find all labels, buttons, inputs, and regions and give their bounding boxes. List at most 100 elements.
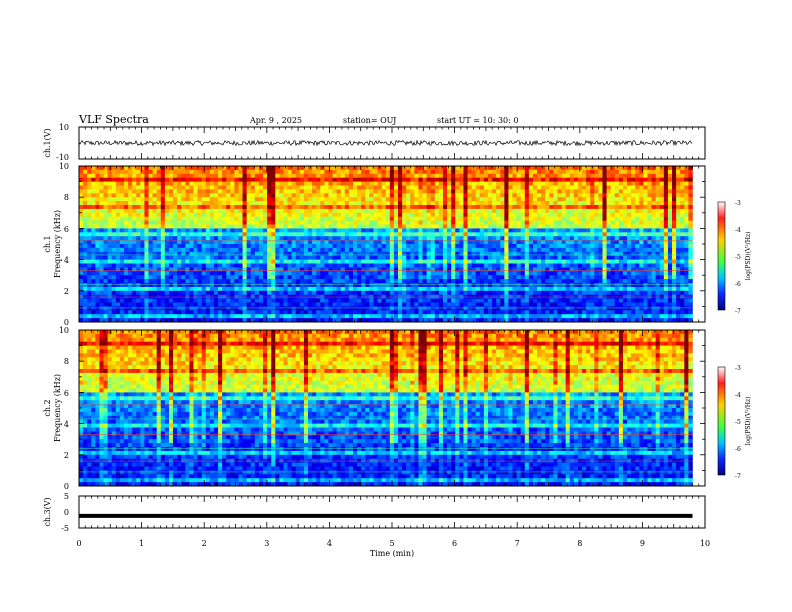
spectrogram-cell bbox=[258, 201, 264, 206]
spectrogram-cell bbox=[336, 283, 342, 288]
spectrogram-cell bbox=[79, 212, 84, 217]
spectrogram-cell bbox=[324, 232, 329, 237]
spectrogram-cell bbox=[275, 236, 280, 241]
spectrogram-cell bbox=[332, 302, 337, 307]
spectrogram-cell bbox=[545, 224, 550, 229]
spectrogram-cell bbox=[103, 302, 108, 307]
spectrogram-cell bbox=[173, 189, 178, 194]
spectrogram-cell bbox=[201, 251, 207, 256]
spectrogram-cell bbox=[336, 244, 342, 249]
spectrogram-cell bbox=[549, 318, 554, 323]
spectrogram-cell bbox=[177, 240, 182, 245]
spectrogram-cell bbox=[357, 232, 362, 237]
spectrogram-cell bbox=[512, 263, 517, 268]
spectrogram-cell bbox=[103, 201, 108, 206]
spectrogram-cell bbox=[123, 224, 129, 229]
spectrogram-cell bbox=[508, 279, 513, 284]
spectrogram-cell bbox=[504, 267, 509, 272]
spectrogram-cell bbox=[258, 216, 264, 221]
spectrogram-cell bbox=[414, 279, 419, 284]
spectrogram-cell bbox=[234, 259, 239, 264]
spectrogram-cell bbox=[226, 283, 231, 288]
spectrogram-cell bbox=[487, 173, 493, 178]
spectrogram-cell bbox=[418, 279, 423, 284]
spectrogram-cell bbox=[422, 259, 427, 264]
spectrogram-cell bbox=[385, 251, 391, 256]
spectrogram-cell bbox=[487, 259, 493, 264]
spectrogram-cell bbox=[144, 177, 149, 182]
spectrogram-cell bbox=[447, 267, 452, 272]
spectrogram-cell bbox=[164, 259, 170, 264]
spectrogram-cell bbox=[144, 205, 149, 210]
spectrogram-cell bbox=[532, 310, 538, 315]
spectrogram-cell bbox=[275, 263, 280, 268]
spectrogram-cell bbox=[496, 286, 501, 292]
spectrogram-cell bbox=[201, 306, 207, 311]
spectrogram-cell bbox=[398, 306, 403, 311]
spectrogram-cell bbox=[197, 201, 202, 206]
spectrogram-cell bbox=[471, 267, 477, 272]
spectrogram-cell bbox=[79, 181, 84, 186]
spectrogram-cell bbox=[164, 181, 170, 186]
spectrogram-cell bbox=[250, 166, 256, 171]
spectrogram-cell bbox=[545, 228, 550, 233]
spectrogram-cell bbox=[209, 302, 215, 307]
spectrogram-cell bbox=[160, 318, 166, 323]
spectrogram-cell bbox=[283, 216, 288, 221]
spectrogram-cell bbox=[246, 279, 252, 284]
spectrogram-cell bbox=[528, 208, 534, 214]
spectrogram-cell bbox=[218, 298, 223, 303]
spectrogram-cell bbox=[205, 302, 211, 307]
spectrogram-cell bbox=[475, 232, 481, 237]
spectrogram-cell bbox=[312, 314, 317, 319]
spectrogram-cell bbox=[447, 197, 452, 202]
spectrogram-cell bbox=[361, 185, 366, 190]
spectrogram-cell bbox=[410, 224, 415, 229]
spectrogram-cell bbox=[279, 212, 284, 217]
spectrogram-cell bbox=[148, 298, 153, 303]
spectrogram-cell bbox=[418, 169, 423, 175]
spectrogram-cell bbox=[516, 228, 522, 233]
spectrogram-cell bbox=[451, 212, 456, 217]
spectrogram-cell bbox=[226, 271, 231, 276]
spectrogram-cell bbox=[267, 244, 272, 249]
spectrogram-cell bbox=[524, 181, 530, 186]
spectrogram-cell bbox=[99, 232, 104, 237]
spectrogram-cell bbox=[426, 310, 432, 315]
spectrogram-cell bbox=[463, 318, 468, 323]
spectrogram-cell bbox=[377, 271, 382, 276]
spectrogram-cell bbox=[287, 310, 292, 315]
spectrogram-cell bbox=[418, 240, 423, 245]
spectrogram-cell bbox=[348, 208, 354, 214]
spectrogram-cell bbox=[234, 197, 239, 202]
spectrogram-cell bbox=[451, 189, 456, 194]
spectrogram-cell bbox=[246, 263, 252, 268]
spectrogram-cell bbox=[389, 189, 395, 194]
spectrogram-cell bbox=[353, 251, 358, 256]
spectrogram-cell bbox=[369, 197, 374, 202]
spectrogram-cell bbox=[246, 205, 252, 210]
spectrogram-cell bbox=[238, 267, 243, 272]
spectrogram-cell bbox=[287, 166, 292, 171]
spectrogram-cell bbox=[516, 181, 522, 186]
spectrogram-cell bbox=[254, 216, 260, 221]
spectrogram-cell bbox=[353, 185, 358, 190]
spectrogram-cell bbox=[324, 236, 329, 241]
spectrogram-cell bbox=[393, 286, 399, 292]
spectrogram-cell bbox=[524, 224, 530, 229]
spectrogram-cell bbox=[275, 189, 280, 194]
spectrogram-cell bbox=[443, 228, 448, 233]
spectrogram-cell bbox=[218, 267, 223, 272]
spectrogram-cell bbox=[283, 286, 288, 292]
spectrogram-cell bbox=[553, 228, 558, 233]
spectrogram-cell bbox=[361, 318, 366, 323]
spectrogram-cell bbox=[483, 189, 489, 194]
spectrogram-cell bbox=[254, 318, 260, 323]
spectrogram-cell bbox=[537, 216, 542, 221]
spectrogram-cell bbox=[500, 236, 505, 241]
spectrogram-cell bbox=[426, 267, 432, 272]
spectrogram-cell bbox=[426, 201, 432, 206]
spectrogram-cell bbox=[512, 306, 517, 311]
spectrogram-cell bbox=[283, 279, 288, 284]
spectrogram-cell bbox=[410, 236, 415, 241]
